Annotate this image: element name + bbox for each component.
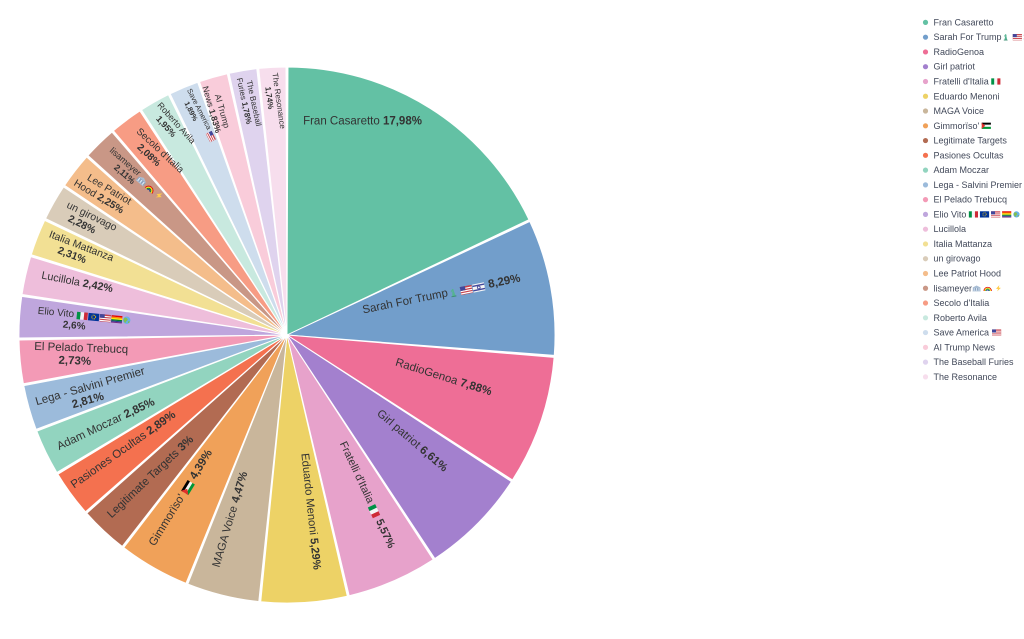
svg-text:Roberto Avila: Roberto Avila (934, 313, 987, 323)
svg-text:RadioGenoa: RadioGenoa (934, 47, 985, 57)
svg-text:Gimmorïso': Gimmorïso' (934, 121, 980, 131)
svg-text:17,98%: 17,98% (383, 116, 422, 128)
svg-text:un girovago: un girovago (934, 254, 981, 264)
svg-text:Lega - Salvini Premier: Lega - Salvini Premier (934, 180, 1023, 190)
svg-text:2,6%: 2,6% (62, 320, 86, 333)
svg-text:El Pelado Trebucq: El Pelado Trebucq (934, 195, 1008, 205)
svg-text:AI Trump News: AI Trump News (934, 342, 996, 352)
svg-text:The Baseball Furies: The Baseball Furies (934, 357, 1015, 367)
svg-text:Adam Moczar: Adam Moczar (934, 165, 990, 175)
svg-text:lisameyer: lisameyer (934, 283, 973, 293)
svg-text:Pasiones Ocultas: Pasiones Ocultas (934, 150, 1005, 160)
svg-text:Sarah For Trump: Sarah For Trump (934, 32, 1002, 42)
svg-text:Lee Patriot Hood: Lee Patriot Hood (934, 268, 1002, 278)
svg-text:Save America: Save America (934, 328, 990, 338)
svg-text:Eduardo Menoni: Eduardo Menoni (934, 91, 1000, 101)
svg-text:Secolo d'Italia: Secolo d'Italia (934, 298, 990, 308)
svg-text:Girl patriot: Girl patriot (934, 62, 976, 72)
svg-text:The Resonance: The Resonance (934, 372, 998, 382)
svg-text:Fran Casaretto: Fran Casaretto (934, 17, 994, 27)
svg-text:Legitimate Targets: Legitimate Targets (934, 136, 1008, 146)
svg-text:Fran Casaretto: Fran Casaretto (303, 116, 380, 128)
svg-text:Elio Vito: Elio Vito (934, 209, 967, 219)
svg-text:Fratelli d'Italia: Fratelli d'Italia (934, 76, 989, 86)
svg-text:2,73%: 2,73% (58, 355, 91, 368)
svg-text:Lucillola: Lucillola (934, 224, 967, 234)
svg-text:MAGA Voice: MAGA Voice (934, 106, 985, 116)
svg-text:Italia Mattanza: Italia Mattanza (934, 239, 993, 249)
